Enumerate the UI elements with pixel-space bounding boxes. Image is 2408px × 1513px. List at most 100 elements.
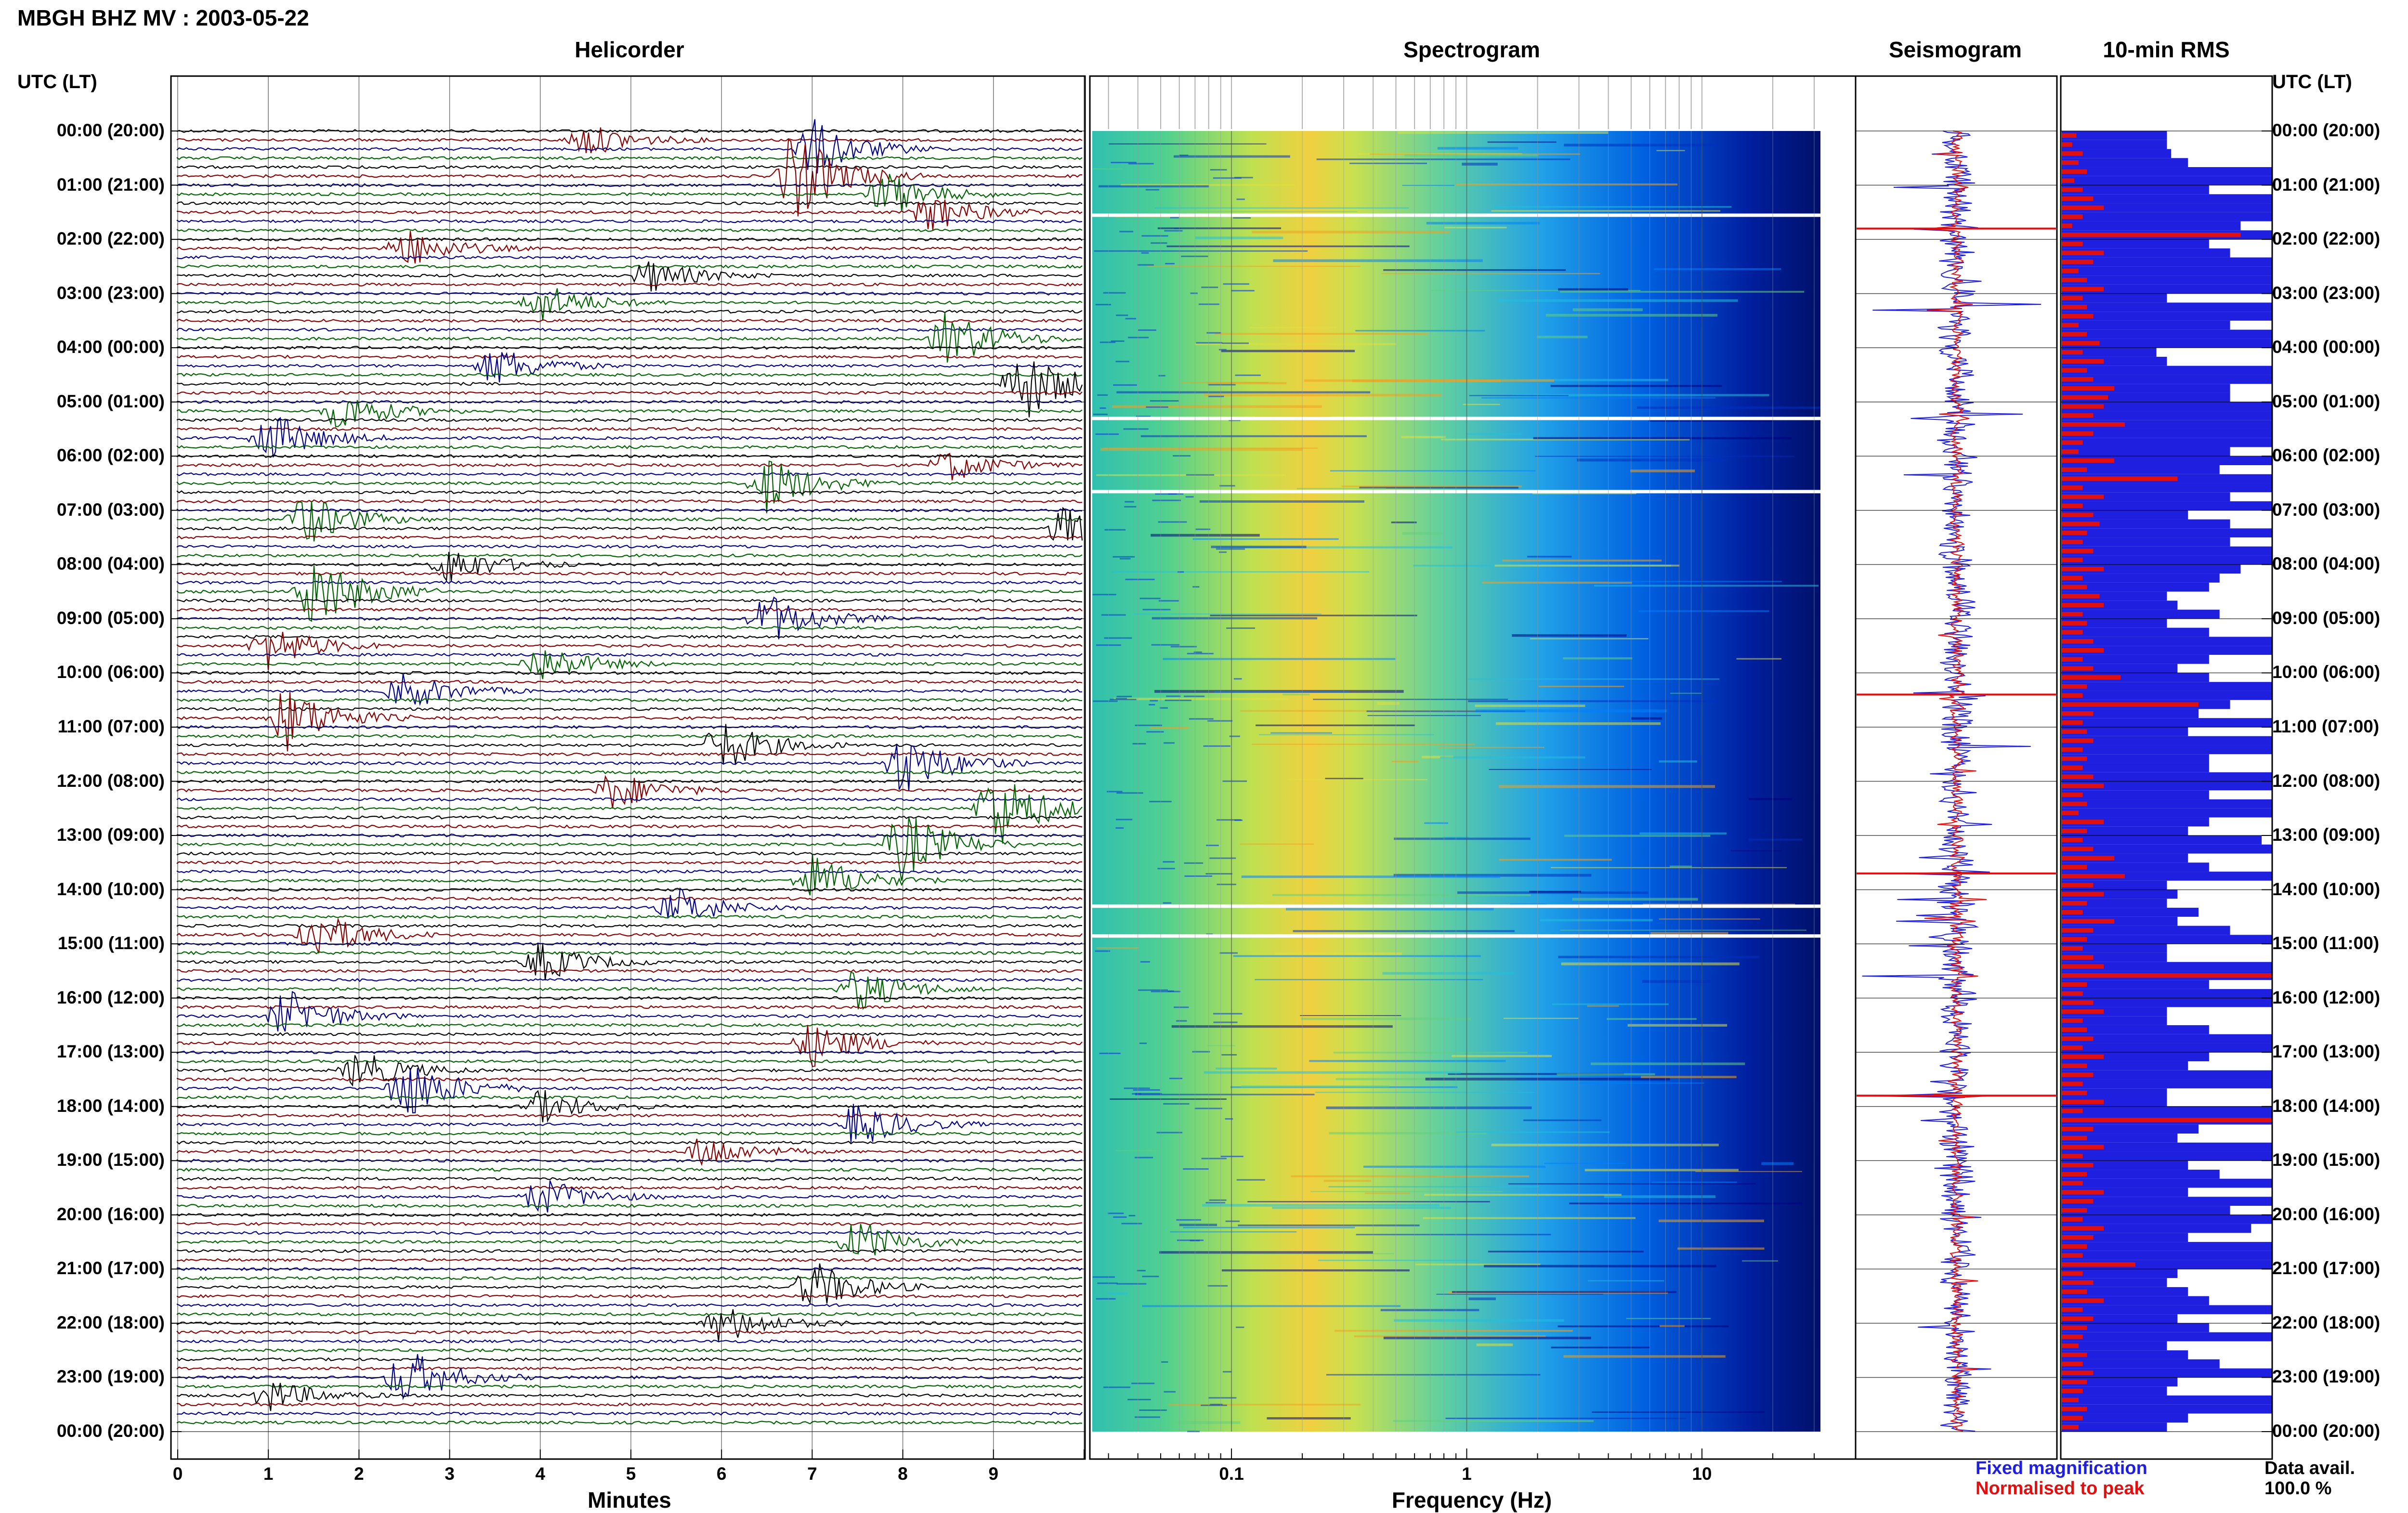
spectrogram-x-tick-label: 1 [1462, 1464, 1472, 1484]
rms-bar-normalised [2062, 350, 2083, 355]
rms-bar-fixed [2062, 1034, 2272, 1043]
spectrogram-streak [1636, 406, 1820, 409]
helicorder-trace [176, 165, 1083, 170]
spectrogram-streak [1323, 1180, 1372, 1182]
rms-bar-normalised [2062, 1217, 2083, 1222]
time-label-left: 00:00 (20:00) [56, 120, 165, 140]
spectrogram-speck [1207, 720, 1233, 722]
rms-bar-fixed [2062, 1134, 2178, 1143]
spectrogram-speck [1157, 868, 1175, 870]
helicorder-trace [176, 264, 1083, 269]
spectrogram-streak [1159, 1251, 1373, 1254]
rms-bar-normalised [2062, 1380, 2087, 1384]
rms-bar-normalised [2062, 530, 2087, 535]
spectrogram-streak [1171, 1025, 1393, 1028]
helicorder-trace [176, 1005, 1083, 1009]
spectrogram-streak [1202, 1204, 1440, 1207]
helicorder-trace [176, 784, 1083, 844]
spectrogram-speck [1208, 1397, 1237, 1399]
spectrogram-speck [1177, 571, 1184, 573]
spectrogram-streak [1502, 560, 1662, 562]
spectrogram-streak [1157, 227, 1282, 229]
rms-bar-fixed [2062, 293, 2167, 303]
helicorder-trace [176, 770, 1083, 774]
spectrogram-speck [1219, 551, 1227, 553]
spectrogram-speck [1201, 1404, 1227, 1406]
rms-bar-normalised [2062, 973, 2272, 978]
spectrogram-speck [1201, 1158, 1227, 1160]
rms-bar-normalised [2062, 657, 2083, 662]
spectrogram-streak [1210, 614, 1417, 616]
spectrogram-speck [1101, 614, 1126, 616]
rms-bar-normalised [2062, 1172, 2087, 1177]
helicorder-trace [176, 231, 1083, 264]
helicorder-x-tick-label: 4 [535, 1464, 546, 1484]
spectrogram-speck [1103, 292, 1126, 294]
spectrogram-speck [1174, 227, 1181, 229]
rms-bar-fixed [2062, 646, 2272, 655]
spectrogram-streak [1241, 875, 1501, 878]
spectrogram-speck [1208, 395, 1224, 397]
helicorder-trace [176, 174, 1083, 211]
spectrogram-speck [1198, 303, 1219, 305]
rms-bar-normalised [2062, 386, 2115, 391]
spectrogram-speck [1233, 678, 1242, 680]
spectrogram-streak [1199, 500, 1364, 503]
rms-bar-fixed [2062, 935, 2272, 944]
spectrogram-streak [1476, 709, 1667, 713]
spectrogram-speck [1128, 163, 1154, 165]
spectrogram-streak [1437, 147, 1518, 150]
spectrogram-speck [1235, 374, 1261, 376]
rms-bar-normalised [2062, 341, 2100, 346]
spectrogram-streak [1535, 456, 1794, 457]
rms-bar-fixed [2062, 519, 2230, 529]
spectrogram-streak [1563, 1355, 1726, 1358]
spectrogram-streak [1179, 1224, 1217, 1226]
rms-bar-fixed [2062, 1422, 2167, 1432]
time-label-right: 20:00 (16:00) [2272, 1204, 2381, 1224]
rms-bar-fixed [2062, 574, 2220, 583]
spectrogram-streak [1238, 1224, 1420, 1226]
rms-bar-fixed [2062, 1142, 2272, 1152]
rms-bar-fixed [2062, 808, 2272, 818]
spectrogram-streak [1273, 259, 1483, 262]
spectrogram-speck [1119, 231, 1134, 233]
helicorder-trace [176, 127, 1083, 154]
spectrogram-streak [1463, 404, 1500, 405]
spectrogram-speck [1137, 1270, 1146, 1272]
rms-bar-normalised [2062, 756, 2087, 761]
rms-bar-normalised [2062, 233, 2241, 237]
rms-bar-fixed [2062, 709, 2199, 718]
rms-bar-normalised [2062, 413, 2094, 418]
spectrogram-streak [1112, 571, 1370, 573]
spectrogram-streak [1391, 522, 1417, 523]
rms-bar-fixed [2062, 185, 2209, 195]
rms-bar-normalised [2062, 277, 2087, 283]
spectrogram-streak [1152, 617, 1318, 620]
helicorder-x-tick-label: 3 [445, 1464, 455, 1484]
spectrogram-speck [1116, 819, 1133, 821]
panel-frames [170, 75, 2273, 1460]
spectrogram-streak [1550, 385, 1722, 387]
rms-bar-normalised [2062, 395, 2108, 400]
helicorder-trace [176, 119, 1083, 174]
rms-bar-normalised [2062, 711, 2094, 716]
spectrogram-streak [1110, 1098, 1227, 1100]
spectrogram-speck [1116, 698, 1127, 700]
rms-bar-normalised [2062, 1199, 2094, 1204]
spectrogram-streak [1552, 1003, 1669, 1005]
rms-bar-normalised [2062, 1307, 2083, 1312]
helicorder-trace [176, 261, 1083, 292]
rms-bar-normalised [2062, 765, 2083, 770]
spectrogram-streak [1533, 437, 1792, 440]
time-label-left: 20:00 (16:00) [56, 1204, 165, 1224]
spectrogram-streak [1639, 832, 1727, 835]
spectrogram-streak [1572, 308, 1643, 312]
rms-bar-normalised [2062, 801, 2087, 807]
rms-bar-normalised [2062, 359, 2104, 364]
spectrogram-speck [1115, 827, 1124, 829]
helicorder-trace [176, 1176, 1083, 1181]
rms-bar-normalised [2062, 856, 2115, 861]
spectrogram-streak [1398, 131, 1609, 134]
rms-bar-fixed [2062, 610, 2220, 619]
